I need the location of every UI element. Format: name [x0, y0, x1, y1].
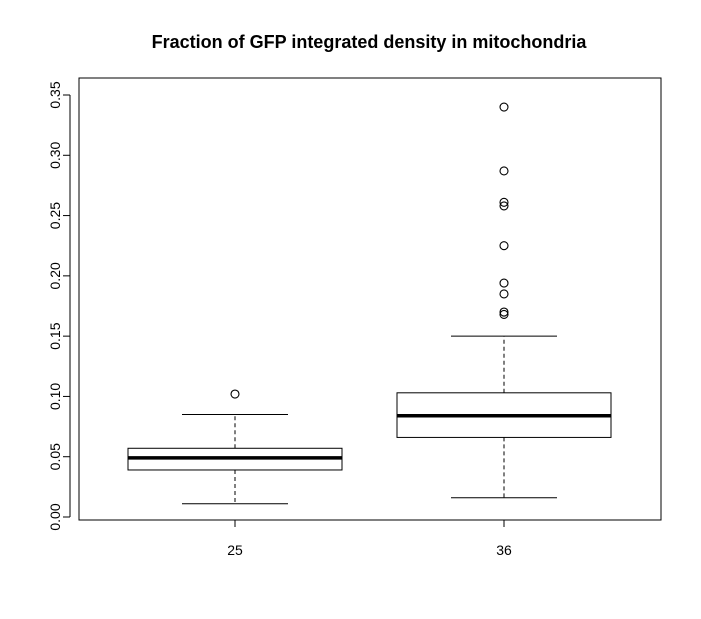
outlier-point	[499, 309, 509, 319]
outlier-point	[499, 278, 509, 288]
outlier-point	[499, 201, 509, 211]
box-36	[396, 102, 612, 499]
outlier-point	[499, 289, 509, 299]
y-tick-label: 0.05	[47, 443, 63, 470]
outlier-point	[499, 241, 509, 251]
y-axis: 0.00 0.05 0.10 0.15 0.20 0.25 0.30 0.35	[47, 81, 71, 531]
y-tick-label: 0.10	[47, 383, 63, 410]
x-axis: 25 36	[227, 519, 512, 558]
y-tick-label: 0.15	[47, 322, 63, 349]
chart-title: Fraction of GFP integrated density in mi…	[152, 32, 588, 52]
y-tick-label: 0.30	[47, 141, 63, 168]
y-tick-label: 0.00	[47, 503, 63, 530]
y-tick-label: 0.25	[47, 202, 63, 229]
y-tick-label: 0.35	[47, 81, 63, 108]
boxes-group	[127, 102, 612, 505]
outlier-point	[230, 389, 240, 399]
outlier-point	[499, 102, 509, 112]
x-tick-label: 36	[496, 542, 512, 558]
x-tick-label: 25	[227, 542, 243, 558]
outlier-point	[499, 166, 509, 176]
box-25	[127, 389, 343, 505]
y-tick-label: 0.20	[47, 262, 63, 289]
outlier-point	[499, 307, 509, 317]
outlier-point	[499, 197, 509, 207]
